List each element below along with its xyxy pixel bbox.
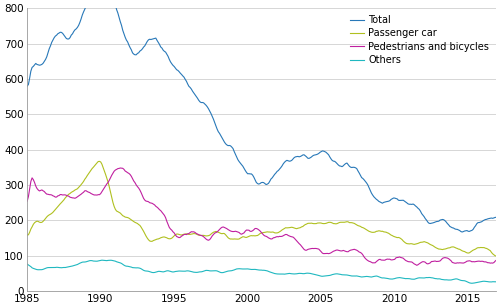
Others: [492, 280, 498, 284]
Line: Passenger car: Passenger car: [27, 161, 496, 256]
Line: Others: Others: [27, 260, 496, 283]
Total: [360, 177, 366, 180]
Pedestrians and bicycles: [118, 166, 124, 170]
Others: [360, 275, 366, 279]
Pedestrians and bicycles: [55, 194, 61, 198]
Total: [267, 180, 273, 183]
Others: [267, 270, 273, 274]
Pedestrians and bicycles: [360, 253, 366, 257]
Others: [494, 280, 500, 284]
Total: [24, 84, 30, 88]
Passenger car: [96, 160, 102, 163]
Legend: Total, Passenger car, Pedestrians and bicycles, Others: Total, Passenger car, Pedestrians and bi…: [348, 13, 491, 67]
Passenger car: [430, 244, 436, 247]
Line: Total: Total: [27, 0, 496, 232]
Pedestrians and bicycles: [414, 263, 420, 267]
Total: [430, 221, 436, 225]
Others: [40, 267, 46, 271]
Others: [469, 282, 475, 285]
Passenger car: [40, 219, 46, 223]
Passenger car: [24, 233, 30, 237]
Total: [492, 216, 498, 219]
Passenger car: [360, 226, 366, 229]
Passenger car: [491, 253, 497, 257]
Total: [40, 61, 46, 65]
Pedestrians and bicycles: [494, 258, 500, 262]
Pedestrians and bicycles: [431, 259, 437, 263]
Total: [494, 215, 500, 219]
Pedestrians and bicycles: [267, 237, 273, 240]
Others: [55, 265, 61, 269]
Others: [430, 276, 436, 280]
Others: [99, 258, 105, 262]
Pedestrians and bicycles: [492, 259, 498, 263]
Pedestrians and bicycles: [24, 199, 30, 203]
Total: [55, 32, 61, 36]
Line: Pedestrians and bicycles: Pedestrians and bicycles: [27, 168, 496, 265]
Passenger car: [494, 254, 500, 258]
Pedestrians and bicycles: [40, 189, 46, 193]
Passenger car: [267, 230, 273, 234]
Total: [459, 230, 465, 234]
Passenger car: [55, 205, 61, 209]
Others: [24, 262, 30, 266]
